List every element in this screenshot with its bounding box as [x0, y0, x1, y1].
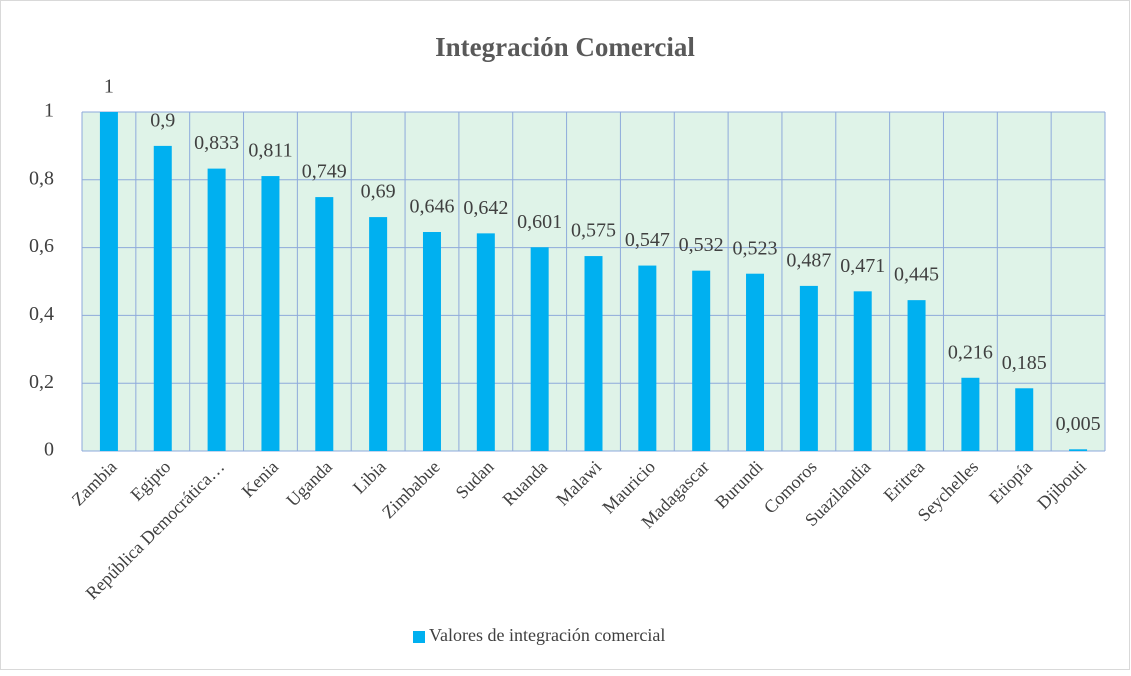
- value-label: 0,811: [248, 140, 292, 162]
- value-label: 0,9: [150, 109, 175, 131]
- bar: [746, 273, 765, 451]
- chart-title: Integración Comercial: [435, 32, 695, 62]
- value-label: 0,646: [409, 196, 454, 218]
- bar: [99, 112, 118, 451]
- value-label: 1: [104, 76, 114, 98]
- value-label: 0,005: [1056, 413, 1101, 435]
- value-label: 0,601: [517, 211, 562, 233]
- value-label: 0,216: [948, 341, 993, 363]
- value-label: 0,749: [302, 161, 347, 183]
- y-tick-label: 1: [44, 100, 54, 122]
- y-tick-label: 0,8: [29, 167, 54, 189]
- bar: [315, 197, 334, 451]
- value-label: 0,185: [1002, 352, 1047, 374]
- bar: [530, 247, 549, 451]
- value-label: 0,445: [894, 264, 939, 286]
- value-label: 0,833: [194, 132, 239, 154]
- y-tick-label: 0,6: [29, 235, 54, 257]
- value-label: 0,532: [679, 234, 724, 256]
- value-label: 0,642: [463, 197, 508, 219]
- bar: [153, 145, 172, 451]
- value-label: 0,575: [571, 220, 616, 242]
- bar: [799, 285, 818, 451]
- bar: [853, 291, 872, 451]
- bar: [692, 270, 711, 451]
- value-label: 0,523: [733, 237, 778, 259]
- y-tick-label: 0,4: [29, 303, 54, 325]
- bar: [584, 256, 603, 451]
- bar: [207, 168, 226, 451]
- bar: [961, 377, 980, 451]
- legend-swatch: [413, 631, 425, 643]
- legend-label: Valores de integración comercial: [429, 625, 665, 645]
- bar: [1069, 449, 1088, 451]
- bar: [476, 233, 495, 451]
- bar: [638, 265, 657, 451]
- value-label: 0,547: [625, 229, 670, 251]
- value-label: 0,487: [786, 250, 831, 272]
- bar: [422, 232, 441, 451]
- value-label: 0,471: [840, 255, 885, 277]
- value-label: 0,69: [361, 181, 396, 203]
- y-tick-label: 0: [44, 439, 54, 461]
- bar: [261, 176, 280, 452]
- y-tick-label: 0,2: [29, 371, 54, 393]
- bar: [907, 300, 926, 451]
- bar: [1015, 388, 1034, 451]
- bar: [369, 217, 388, 451]
